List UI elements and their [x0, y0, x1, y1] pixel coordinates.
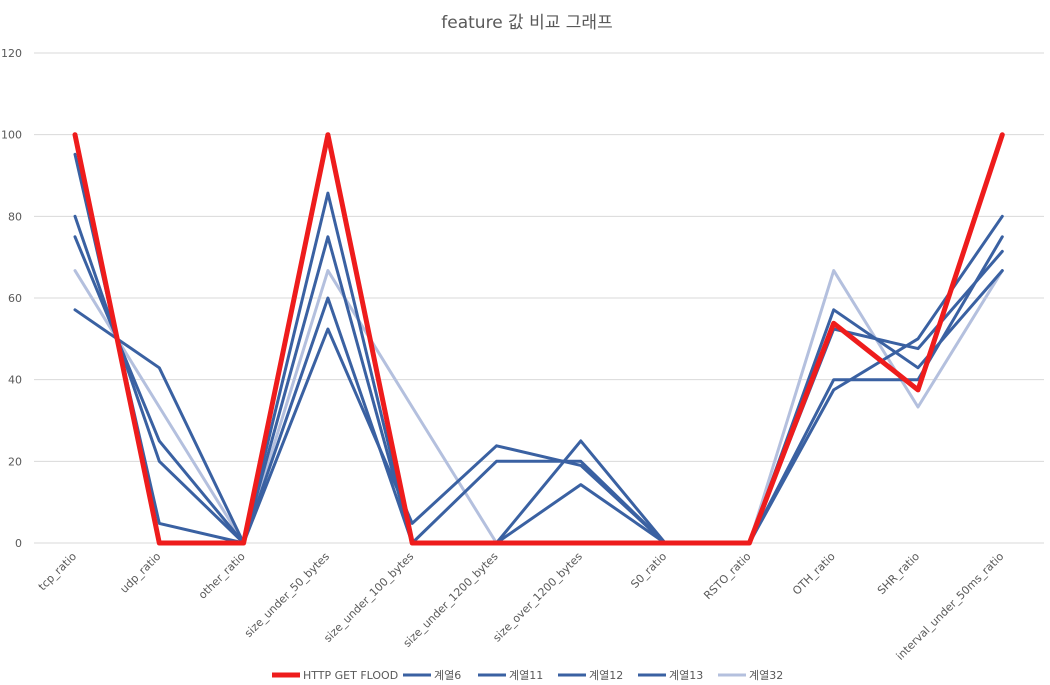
series-line: [73, 269, 1004, 545]
series-lines: [72, 132, 1005, 546]
legend-label: 계열32: [749, 669, 783, 682]
x-tick-label: udp_ratio: [118, 550, 164, 596]
x-tick-label: size_over_1200_bytes: [490, 550, 585, 645]
legend-label: HTTP GET FLOOD: [303, 669, 398, 682]
gridlines: [34, 52, 1044, 544]
legend-label: 계열11: [509, 669, 543, 682]
x-tick-label: S0_ratio: [628, 550, 669, 591]
legend-label: 계열13: [669, 669, 703, 682]
y-tick-label: 60: [8, 292, 22, 305]
legend: HTTP GET FLOOD 계열6 계열11 계열12 계열13 계열32: [272, 669, 783, 682]
x-tick-label: other_ratio: [196, 550, 248, 602]
series-line: [72, 132, 1005, 546]
x-tick-label: size_under_50_bytes: [242, 550, 332, 640]
x-tick-label: size_under_1200_bytes: [401, 550, 501, 650]
y-axis-ticks: 0 20 40 60 80 100 120: [1, 47, 22, 550]
y-tick-label: 0: [15, 537, 22, 550]
y-tick-label: 40: [8, 374, 22, 387]
series-line: [73, 269, 1004, 545]
chart-title: feature 값 비교 그래프: [441, 13, 612, 33]
series-line: [73, 191, 1004, 545]
y-tick-label: 80: [8, 210, 22, 223]
x-tick-label: SHR_ratio: [875, 550, 922, 597]
y-tick-label: 120: [1, 47, 22, 60]
x-axis-ticks: tcp_ratio udp_ratio other_ratiosize_under_…: [36, 550, 1007, 663]
x-tick-label: RSTO_ratio: [701, 550, 753, 602]
legend-label: 계열12: [589, 669, 623, 682]
x-tick-label: tcp_ratio: [36, 550, 79, 593]
x-tick-label: OTH_ratio: [790, 550, 838, 598]
y-tick-label: 20: [8, 455, 22, 468]
legend-label: 계열6: [434, 669, 461, 682]
y-tick-label: 100: [1, 129, 22, 142]
x-tick-label: size_under_100_bytes: [321, 550, 416, 645]
